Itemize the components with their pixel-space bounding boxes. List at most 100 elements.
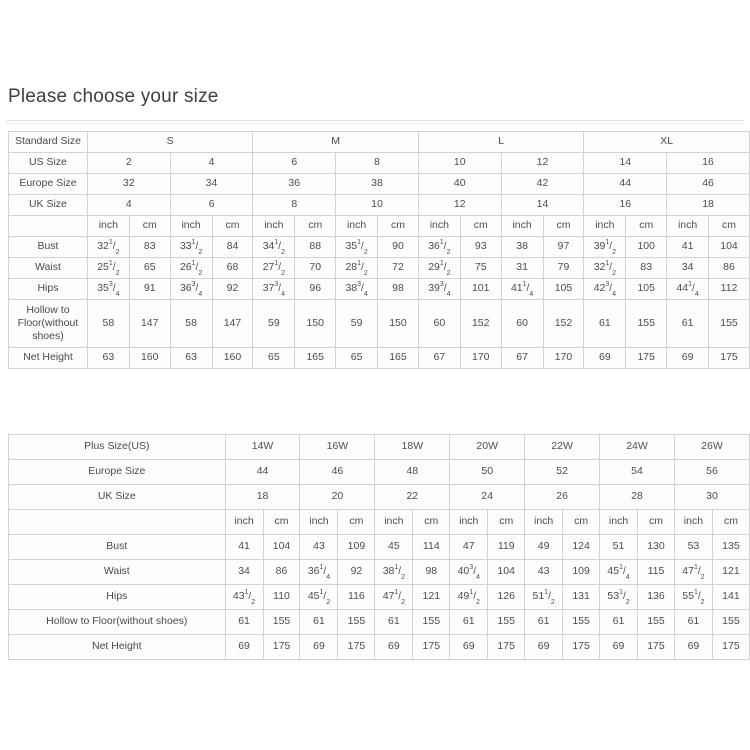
unit-cell: cm [294,215,337,237]
table-cell: 61 [374,609,414,635]
table-cell: 131 [562,584,601,610]
table-cell: 88 [294,236,337,258]
title-divider-secondary [6,123,744,124]
table-cell: 175 [487,634,526,660]
unit-row-label-blank [8,509,226,535]
unit-row-label-blank [8,215,88,237]
table-cell: 72 [377,257,419,279]
page-title: Please choose your size [8,86,219,107]
table-cell: 43 [299,534,339,560]
table-cell: 63 [86,347,130,369]
table-cell: 75 [459,257,502,279]
table-cell: 6 [169,194,254,216]
table-cell: 59 [335,299,379,348]
table-cell: 41 [224,534,264,560]
row-label: Bust [8,534,226,560]
table-cell: 97 [542,236,585,258]
table-cell: 115 [637,559,675,585]
row-label: Europe Size [8,173,88,195]
table-cell: 51 [599,534,638,560]
table-cell: 8 [335,152,419,174]
table-cell: 271/2 [252,257,296,279]
table-cell: 61 [224,609,264,635]
table-cell: 150 [377,299,419,348]
table-cell: 79 [542,257,585,279]
table-cell: 165 [294,347,337,369]
table-cell: 83 [625,257,668,279]
table-cell: 40 [417,173,502,195]
table-cell: 43 [524,559,564,585]
table-row: Bust 321/2 83 331/2 84 341/2 88 351/2 90 361/2 93 3… [8,236,750,258]
table-cell: 105 [542,278,585,300]
table-cell: 69 [374,634,414,660]
table-cell: 6 [252,152,337,174]
table-row: Hips 431/2 110 451/2 116 471/2 121 491/2 126 511/… [8,584,750,610]
plus-size-18w: 18W [374,434,451,460]
table-cell: 104 [708,236,750,258]
unit-cell: inch [374,509,414,535]
table-cell: 155 [262,609,301,635]
table-cell: 30 [673,484,750,510]
table-cell: 170 [542,347,585,369]
table-cell: 121 [412,584,451,610]
title-divider [6,120,744,121]
plus-size-14w: 14W [224,434,301,460]
table-cell: 381/2 [374,559,414,585]
table-cell: 471/2 [673,559,713,585]
table-cell: 175 [262,634,301,660]
table-cell: 116 [337,584,376,610]
size-group-s: S [86,131,254,153]
table-cell: 60 [500,299,544,348]
table-cell: 126 [487,584,526,610]
table-cell: 18 [224,484,301,510]
table-cell: 61 [599,609,638,635]
table-cell: 105 [625,278,668,300]
table-cell: 59 [252,299,296,348]
table-cell: 60 [417,299,461,348]
table-cell: 44 [583,173,668,195]
table-cell: 69 [583,347,627,369]
table-row: Net Height 69 175 69 175 69 175 69 175 69 175 69 175… [8,634,750,660]
table-cell: 109 [337,534,376,560]
table-cell: 61 [673,609,713,635]
table-cell: 90 [377,236,419,258]
table-row: inch cm inch cm inch cm inch cm inch cm inch cm inch… [8,509,750,535]
table-cell: 20 [299,484,376,510]
table-cell: 431/2 [224,584,264,610]
unit-cell: inch [666,215,710,237]
unit-cell: cm [487,509,526,535]
table-cell: 109 [562,559,601,585]
plus-size-header-label: Plus Size(US) [8,434,226,460]
table-cell: 65 [252,347,296,369]
table-cell: 321/2 [86,236,130,258]
table-cell: 393/4 [417,278,461,300]
table-cell: 22 [374,484,451,510]
table-cell: 86 [262,559,301,585]
table-cell: 61 [299,609,339,635]
table-cell: 363/4 [169,278,213,300]
table-cell: 353/4 [86,278,130,300]
table-cell: 69 [524,634,564,660]
table-cell: 12 [500,152,585,174]
table-cell: 65 [128,257,171,279]
table-cell: 150 [294,299,337,348]
table-cell: 34 [169,173,254,195]
table-row: Waist 251/2 65 261/2 68 271/2 70 281/2 72 291/2 75… [8,257,750,279]
table-cell: 331/2 [169,236,213,258]
table-cell: 34 [666,257,710,279]
table-cell: 50 [449,459,526,485]
unit-cell: cm [562,509,601,535]
table-cell: 58 [86,299,130,348]
table-cell: 61 [449,609,489,635]
table-row: Europe Size 32 34 36 38 40 42 44 46 [8,173,750,195]
table-cell: 136 [637,584,675,610]
table-cell: 52 [524,459,601,485]
table-cell: 175 [337,634,376,660]
table-cell: 48 [374,459,451,485]
row-label: UK Size [8,484,226,510]
table-cell: 32 [86,173,171,195]
table-cell: 86 [708,257,750,279]
table-cell: 46 [666,173,750,195]
table-cell: 451/4 [599,559,638,585]
